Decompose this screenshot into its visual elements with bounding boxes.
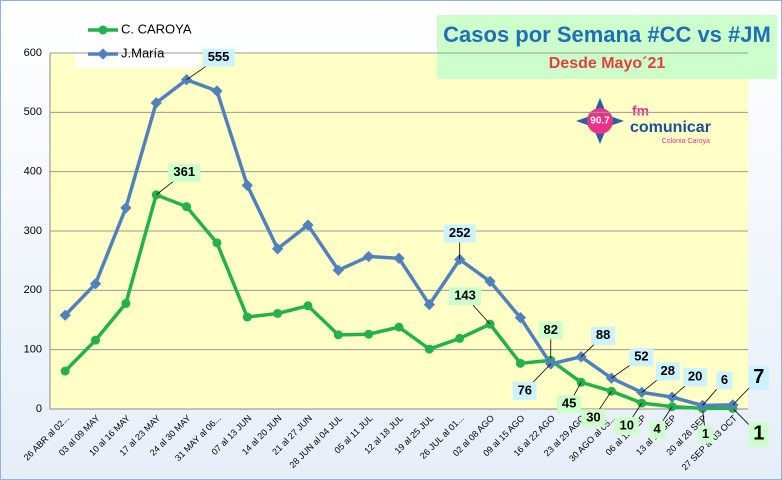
label-box xyxy=(748,365,769,390)
y-tick-label: 100 xyxy=(24,344,42,356)
label-box xyxy=(629,348,654,367)
marker xyxy=(241,179,253,191)
chart-title: Casos por Semana #CC vs #JM xyxy=(443,22,771,47)
marker xyxy=(60,366,70,376)
data-label: 555 xyxy=(208,49,230,64)
data-label: 52 xyxy=(634,349,648,364)
data-label: 6 xyxy=(721,372,728,387)
data-label: 82 xyxy=(544,322,558,337)
label-box xyxy=(655,362,680,381)
y-tick-label: 400 xyxy=(24,166,42,178)
label-box xyxy=(557,395,582,414)
data-label: 10 xyxy=(620,418,634,433)
logo-circle xyxy=(587,108,613,134)
marker xyxy=(515,358,525,368)
label-box xyxy=(683,368,708,387)
label-box xyxy=(168,163,201,182)
y-tick-label: 600 xyxy=(24,47,42,59)
title-box xyxy=(437,15,777,79)
data-label: 88 xyxy=(596,327,610,342)
data-label: 7 xyxy=(753,366,764,388)
logo-fm: fm xyxy=(632,103,649,119)
marker xyxy=(273,308,283,318)
legend-marker xyxy=(97,48,109,60)
data-label: 30 xyxy=(586,410,600,425)
logo: 90.7 fm comunicar Colonia Caroya xyxy=(576,98,711,145)
label-box xyxy=(614,417,639,436)
marker xyxy=(333,330,343,340)
marker xyxy=(242,312,252,322)
marker xyxy=(182,202,192,212)
data-label: 20 xyxy=(688,369,702,384)
y-tick-label: 0 xyxy=(36,403,42,415)
marker xyxy=(423,298,436,311)
marker xyxy=(121,298,131,308)
marker xyxy=(364,329,374,339)
data-label: 28 xyxy=(661,363,675,378)
legend-marker xyxy=(98,25,108,35)
label-box xyxy=(538,321,563,340)
marker xyxy=(393,252,405,264)
label-box xyxy=(581,409,606,428)
legend-label: J.María xyxy=(121,45,165,60)
legend xyxy=(75,18,200,68)
label-box xyxy=(449,287,482,306)
y-tick-label: 500 xyxy=(24,106,42,118)
marker xyxy=(514,311,527,324)
marker xyxy=(455,333,465,343)
marker xyxy=(302,219,314,231)
label-box xyxy=(591,326,616,345)
logo-badge: 90.7 xyxy=(590,116,610,127)
logo-place: Colonia Caroya xyxy=(662,138,710,145)
y-tick-label: 300 xyxy=(24,225,42,237)
y-tick-label: 200 xyxy=(24,284,42,296)
label-box xyxy=(202,48,235,67)
marker xyxy=(362,250,375,263)
data-label: 4 xyxy=(654,421,662,436)
label-box xyxy=(443,224,476,243)
chart-subtitle: Desde Mayo´21 xyxy=(549,55,666,72)
label-box xyxy=(748,422,769,447)
data-label: 252 xyxy=(449,225,471,240)
legend-label: C. CAROYA xyxy=(121,21,192,36)
marker xyxy=(484,275,496,288)
label-box xyxy=(716,371,733,390)
marker xyxy=(271,243,284,255)
marker xyxy=(424,344,434,354)
marker xyxy=(303,301,313,311)
data-label: 361 xyxy=(173,164,195,179)
data-label: 1 xyxy=(753,423,764,445)
data-label: 1 xyxy=(702,426,709,441)
label-box xyxy=(512,381,537,400)
marker xyxy=(91,335,101,345)
data-label: 76 xyxy=(518,382,532,397)
data-label: 143 xyxy=(454,288,476,303)
data-label: 45 xyxy=(562,396,576,411)
marker xyxy=(394,322,404,332)
marker xyxy=(332,264,344,276)
logo-brand: comunicar xyxy=(630,119,711,136)
label-box xyxy=(697,425,714,444)
label-box xyxy=(649,420,666,439)
marker xyxy=(212,238,222,248)
